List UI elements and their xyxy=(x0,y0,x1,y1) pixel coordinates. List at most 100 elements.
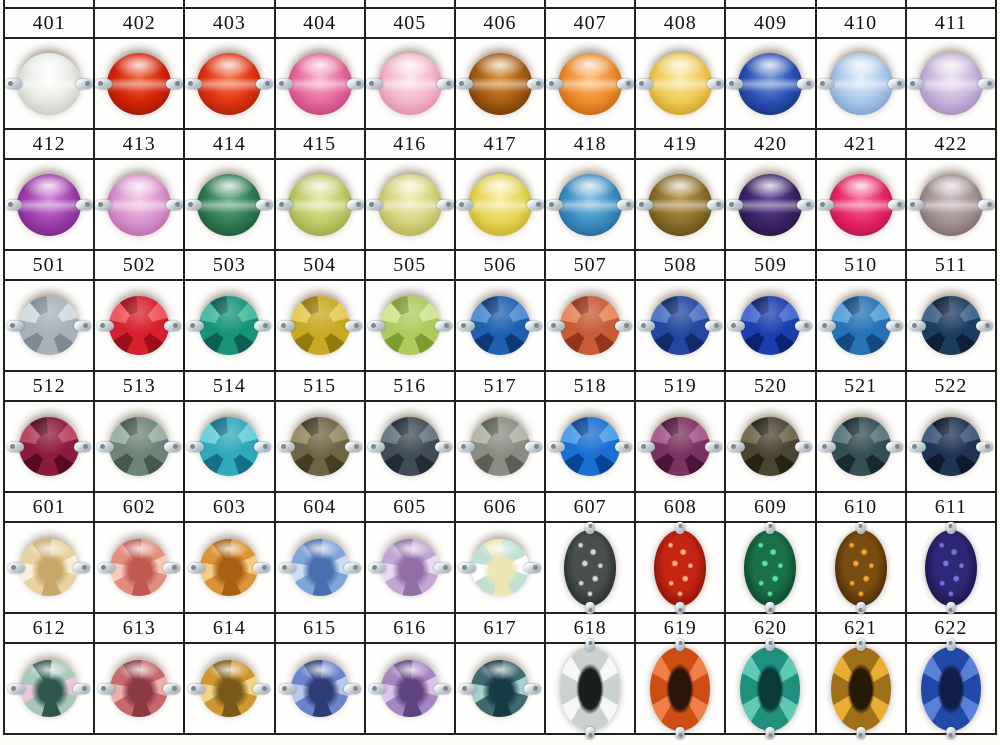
metal-prong-icon xyxy=(74,441,92,452)
metal-prong-icon xyxy=(856,521,866,534)
code-label: 503 xyxy=(212,253,246,276)
code-label: 407 xyxy=(573,11,607,34)
metal-prong-icon xyxy=(457,441,475,452)
gem-swatch-410 xyxy=(816,52,905,115)
gem-swatch-422 xyxy=(906,173,995,236)
metal-prong-icon xyxy=(908,441,926,452)
gem-stone xyxy=(918,173,983,236)
gem-cell-513 xyxy=(93,400,186,493)
gem-swatch-602 xyxy=(98,539,181,596)
gem-cell-616 xyxy=(363,642,456,735)
metal-prong-icon xyxy=(797,78,815,89)
code-label: 510 xyxy=(844,253,878,276)
metal-prong-icon xyxy=(95,199,113,210)
gem-swatch-605 xyxy=(368,539,451,596)
gem-swatch-613 xyxy=(98,660,181,717)
code-label: 508 xyxy=(663,253,697,276)
code-cell-518: 518 xyxy=(544,370,637,402)
metal-prong-icon xyxy=(705,320,723,331)
code-label-row: 412 413 414 415 416 417 418 419 420 421 422 xyxy=(2,128,998,160)
metal-prong-icon xyxy=(277,320,295,331)
gem-cell-415 xyxy=(273,158,366,251)
gem-swatch-619 xyxy=(650,638,711,739)
gem-stone xyxy=(109,296,170,355)
code-cell-414: 414 xyxy=(183,128,276,160)
metal-prong-icon xyxy=(975,320,993,331)
code-cell-608: 608 xyxy=(634,491,727,523)
code-cell-413: 413 xyxy=(93,128,186,160)
code-cell-604: 604 xyxy=(273,491,366,523)
gem-swatch-606 xyxy=(458,539,541,596)
metal-prong-icon xyxy=(433,562,451,573)
metal-prong-icon xyxy=(975,441,993,452)
metal-prong-icon xyxy=(765,521,775,534)
metal-prong-icon xyxy=(7,441,25,452)
partial-cell xyxy=(453,0,547,9)
code-cell-507: 507 xyxy=(544,249,637,281)
metal-prong-icon xyxy=(885,441,903,452)
metal-prong-icon xyxy=(254,441,272,452)
partial-cell xyxy=(93,0,186,9)
code-cell-415: 415 xyxy=(273,128,366,160)
code-label: 502 xyxy=(122,253,156,276)
gem-swatch-620 xyxy=(740,638,801,739)
code-cell-516: 516 xyxy=(363,370,456,402)
code-cell-521: 521 xyxy=(814,370,907,402)
metal-prong-icon xyxy=(185,199,203,210)
gem-cell-506 xyxy=(453,279,547,372)
gem-swatch-603 xyxy=(188,539,271,596)
gem-stone xyxy=(920,417,981,476)
metal-prong-icon xyxy=(636,199,654,210)
gem-swatch-405 xyxy=(365,52,454,115)
gem-cell-502 xyxy=(93,279,186,372)
gem-cell-610 xyxy=(814,521,907,614)
gem-swatch-522 xyxy=(908,417,993,476)
metal-prong-icon xyxy=(946,638,956,651)
gem-stone xyxy=(650,646,711,731)
code-label: 411 xyxy=(934,11,967,34)
metal-prong-icon xyxy=(548,441,566,452)
gem-stone xyxy=(560,296,621,355)
gem-swatch-614 xyxy=(188,660,271,717)
metal-prong-icon xyxy=(797,199,815,210)
code-cell-420: 420 xyxy=(724,128,817,160)
code-label: 416 xyxy=(393,132,427,155)
code-label: 506 xyxy=(483,253,517,276)
gem-swatch-612 xyxy=(8,660,91,717)
gem-swatch-409 xyxy=(726,52,815,115)
gem-cell-617 xyxy=(453,642,547,735)
gem-cell-605 xyxy=(363,521,456,614)
code-label: 521 xyxy=(844,374,878,397)
code-label-row: 501 502 503 504 505 506 507 508 509 510 511 xyxy=(2,249,998,281)
code-label: 420 xyxy=(753,132,787,155)
code-label: 512 xyxy=(32,374,66,397)
code-cell-610: 610 xyxy=(814,491,907,523)
code-label: 519 xyxy=(663,374,697,397)
gem-swatch-407 xyxy=(546,52,635,115)
gem-stone xyxy=(558,52,623,115)
gem-cell-618 xyxy=(544,638,637,739)
gem-stone xyxy=(20,539,79,596)
gem-cell-514 xyxy=(183,400,276,493)
metal-prong-icon xyxy=(278,562,296,573)
code-cell-401: 401 xyxy=(2,7,96,39)
code-label: 404 xyxy=(303,11,337,34)
gem-stone xyxy=(110,660,169,717)
code-label: 414 xyxy=(212,132,246,155)
gem-stone xyxy=(380,660,439,717)
gem-swatch-515 xyxy=(277,417,362,476)
code-label: 509 xyxy=(753,253,787,276)
code-label: 615 xyxy=(303,616,337,639)
gem-stone xyxy=(199,417,260,476)
code-cell-522: 522 xyxy=(904,370,998,402)
gem-stone xyxy=(200,660,259,717)
metal-prong-icon xyxy=(906,78,924,89)
code-cell-617: 617 xyxy=(453,612,547,644)
gem-swatch-506 xyxy=(457,296,542,355)
metal-prong-icon xyxy=(523,562,541,573)
code-cell-511: 511 xyxy=(904,249,998,281)
code-label: 408 xyxy=(663,11,697,34)
metal-prong-icon xyxy=(675,726,685,739)
gem-stone xyxy=(830,417,891,476)
